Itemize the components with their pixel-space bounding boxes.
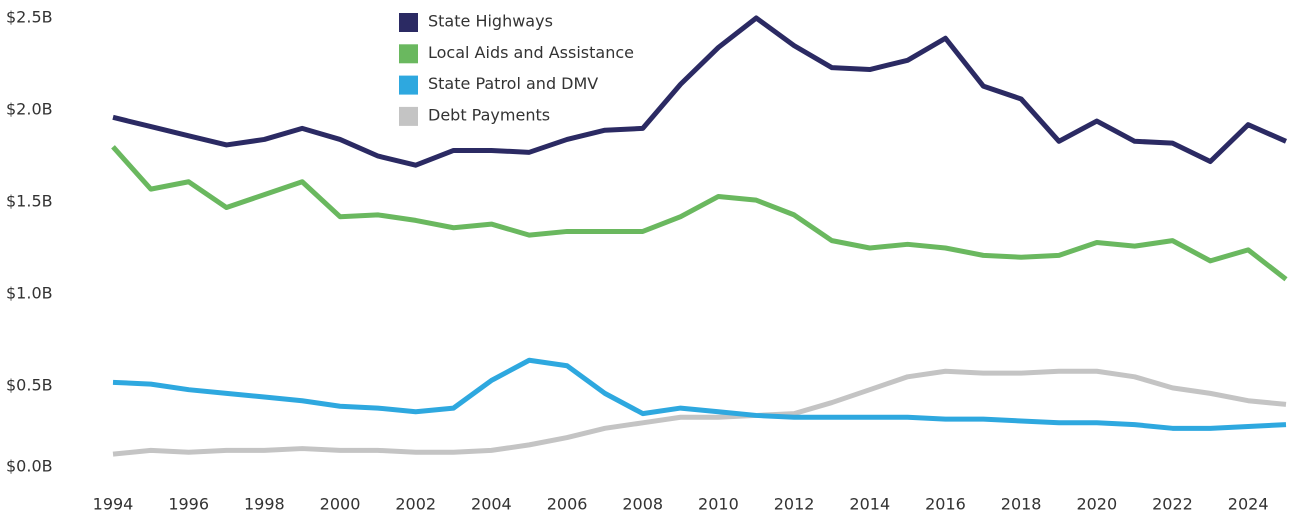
- series-line: [112, 357, 1287, 431]
- y-tick-label: $0.0B: [6, 457, 53, 476]
- x-tick-label: 2020: [1076, 495, 1117, 514]
- x-tick-label: 2004: [471, 495, 512, 514]
- x-tick-label: 2002: [395, 495, 436, 514]
- legend-swatch: [399, 13, 418, 32]
- x-tick-label: 2018: [1001, 495, 1042, 514]
- x-tick-label: 2006: [547, 495, 588, 514]
- y-tick-label: $1.5B: [6, 192, 53, 211]
- legend-label: Local Aids and Assistance: [428, 43, 634, 62]
- y-tick-label: $1.0B: [6, 284, 53, 303]
- legend-label: Debt Payments: [428, 105, 550, 124]
- x-tick-label: 2000: [320, 495, 361, 514]
- legend-swatch: [399, 106, 418, 126]
- y-tick-label: $2.0B: [6, 100, 53, 119]
- series-line: [112, 368, 1287, 457]
- x-tick-label: 2016: [925, 495, 966, 514]
- x-tick-label: 2012: [774, 495, 815, 514]
- x-tick-label: 2014: [849, 495, 890, 514]
- legend-label: State Highways: [428, 12, 553, 31]
- x-tick-label: 2024: [1228, 495, 1269, 514]
- x-tick-label: 1994: [93, 495, 134, 514]
- y-tick-label: $2.5B: [6, 8, 53, 27]
- x-tick-label: 1998: [244, 495, 285, 514]
- legend-swatch: [399, 44, 418, 64]
- x-tick-label: 2022: [1152, 495, 1193, 514]
- series-line: [111, 145, 1288, 282]
- legend-label: State Patrol and DMV: [428, 74, 598, 93]
- series-line: [112, 15, 1288, 168]
- y-tick-label: $0.5B: [6, 376, 53, 395]
- legend-swatch: [399, 75, 418, 95]
- x-tick-label: 1996: [168, 495, 209, 514]
- x-tick-label: 2008: [622, 495, 663, 514]
- x-tick-label: 2010: [698, 495, 739, 514]
